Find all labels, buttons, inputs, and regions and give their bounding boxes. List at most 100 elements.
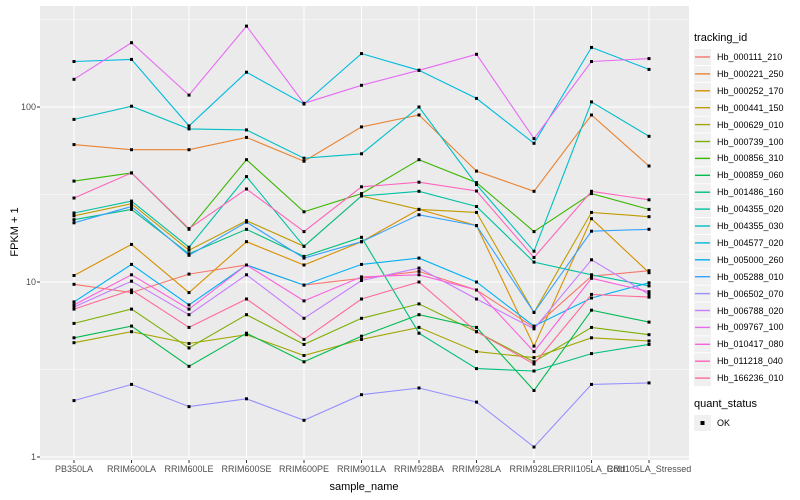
data-point-Hb_001486_160 — [475, 367, 478, 371]
data-point-Hb_004355_030 — [245, 128, 248, 132]
data-point-Hb_004577_020 — [532, 141, 536, 145]
data-point-Hb_000859_060 — [72, 336, 76, 340]
data-point-Hb_000739_100 — [302, 342, 306, 346]
data-point-Hb_005000_260 — [647, 281, 651, 285]
data-point-Hb_000629_010 — [590, 336, 593, 340]
data-point-Hb_011218_040 — [647, 198, 651, 202]
data-point-Hb_000252_170 — [302, 263, 306, 267]
data-point-Hb_000856_310 — [245, 158, 248, 162]
data-point-Hb_000859_060 — [302, 360, 306, 364]
x-tick-label: RRIM600PE — [278, 464, 330, 474]
data-point-Hb_000221_250 — [532, 189, 536, 193]
legend-label-Hb_166236_010: Hb_166236_010 — [717, 373, 784, 384]
data-point-Hb_000252_170 — [72, 274, 76, 277]
data-point-Hb_004355_020 — [302, 244, 306, 248]
data-point-Hb_004355_030 — [647, 134, 651, 138]
data-point-Hb_000859_060 — [647, 320, 651, 324]
data-point-Hb_000111_210 — [647, 269, 651, 273]
x-tick-label: RRIM928LA — [451, 464, 502, 474]
data-point-Hb_010417_080 — [72, 303, 76, 307]
data-point-Hb_000629_010 — [360, 337, 363, 341]
data-point-Hb_010417_080 — [187, 307, 191, 311]
data-point-Hb_004355_030 — [360, 152, 363, 156]
data-point-Hb_004577_020 — [130, 57, 133, 61]
data-point-Hb_010417_080 — [417, 273, 421, 277]
data-point-Hb_000221_250 — [475, 169, 478, 173]
data-point-Hb_001486_160 — [532, 369, 536, 373]
data-point-Hb_000859_060 — [130, 324, 133, 328]
data-point-Hb_010417_080 — [647, 290, 651, 294]
data-point-Hb_005288_010 — [360, 240, 363, 244]
data-point-Hb_006788_020 — [647, 292, 651, 296]
data-point-Hb_166236_010 — [647, 295, 651, 299]
data-point-Hb_004577_020 — [475, 96, 478, 100]
data-point-Hb_006502_070 — [590, 382, 593, 386]
data-point-Hb_000252_170 — [590, 217, 593, 221]
data-point-Hb_000629_010 — [475, 350, 478, 354]
data-point-Hb_005000_260 — [360, 262, 363, 266]
data-point-Hb_005288_010 — [72, 221, 76, 225]
legend-label-Hb_006502_070: Hb_006502_070 — [717, 288, 784, 299]
x-tick-label: RRIM600LA — [106, 464, 157, 474]
data-point-Hb_009767_100 — [360, 83, 363, 87]
data-point-Hb_005288_010 — [130, 205, 133, 208]
data-point-Hb_004355_020 — [647, 284, 651, 288]
data-point-Hb_004355_030 — [475, 183, 478, 187]
data-point-Hb_000441_150 — [72, 214, 76, 218]
data-point-Hb_004355_020 — [187, 245, 191, 249]
x-tick-label: RRIM600SE — [221, 464, 272, 474]
data-point-Hb_006788_020 — [590, 258, 593, 262]
data-point-Hb_009767_100 — [245, 24, 248, 28]
legend-label-Hb_010417_080: Hb_010417_080 — [717, 339, 784, 350]
plot-panel — [40, 6, 689, 460]
legend-title-tracking-id: tracking_id — [694, 32, 748, 44]
legend-label-Hb_000441_150: Hb_000441_150 — [717, 102, 784, 113]
data-point-Hb_001486_160 — [647, 342, 651, 346]
data-point-Hb_000629_010 — [72, 341, 76, 345]
legend-title-quant-status: quant_status — [694, 398, 757, 410]
data-point-Hb_000221_250 — [360, 125, 363, 129]
data-point-Hb_005288_010 — [302, 256, 306, 260]
data-point-Hb_009767_100 — [302, 101, 306, 105]
data-point-Hb_004577_020 — [360, 52, 363, 56]
data-point-Hb_006788_020 — [72, 305, 76, 309]
data-point-Hb_001486_160 — [417, 331, 421, 335]
data-point-Hb_006788_020 — [302, 316, 306, 320]
data-point-Hb_004355_020 — [360, 194, 363, 198]
data-point-Hb_005288_010 — [590, 229, 593, 233]
data-point-Hb_000252_170 — [532, 344, 536, 348]
y-tick-label: 100 — [20, 102, 36, 112]
data-point-Hb_004355_020 — [72, 211, 76, 215]
legend-label-Hb_009767_100: Hb_009767_100 — [717, 322, 784, 333]
data-point-Hb_011218_040 — [417, 180, 421, 184]
data-point-Hb_004577_020 — [72, 60, 76, 63]
data-point-Hb_006788_020 — [245, 273, 248, 277]
data-point-Hb_000739_100 — [72, 321, 76, 325]
data-point-Hb_000859_060 — [187, 364, 191, 368]
legend-label-Hb_000739_100: Hb_000739_100 — [717, 136, 784, 147]
data-point-Hb_000859_060 — [417, 313, 421, 317]
data-point-Hb_000252_170 — [245, 240, 248, 244]
data-point-Hb_000856_310 — [532, 230, 536, 234]
data-point-Hb_166236_010 — [72, 307, 76, 311]
data-point-Hb_005000_260 — [72, 300, 76, 304]
data-point-Hb_005000_260 — [475, 280, 478, 284]
data-point-Hb_000859_060 — [590, 308, 593, 312]
data-point-Hb_166236_010 — [302, 337, 306, 341]
x-tick-label: RRIM600LE — [164, 464, 214, 474]
data-point-Hb_166236_010 — [475, 330, 478, 334]
data-point-Hb_000629_010 — [130, 330, 133, 334]
data-point-Hb_004355_020 — [475, 205, 478, 208]
data-point-Hb_010417_080 — [130, 273, 133, 277]
data-point-Hb_006502_070 — [360, 393, 363, 397]
x-tick-label: RRII105LA_Stressed — [606, 464, 692, 474]
data-point-Hb_011218_040 — [245, 187, 248, 191]
data-point-Hb_000856_310 — [475, 181, 478, 185]
data-point-Hb_000739_100 — [417, 302, 421, 306]
data-point-Hb_004577_020 — [647, 67, 651, 71]
data-point-Hb_000856_310 — [647, 207, 651, 211]
data-point-Hb_010417_080 — [475, 288, 478, 292]
data-point-Hb_000441_150 — [590, 210, 593, 214]
data-point-Hb_000856_310 — [590, 192, 593, 196]
data-point-Hb_000629_010 — [532, 356, 536, 360]
